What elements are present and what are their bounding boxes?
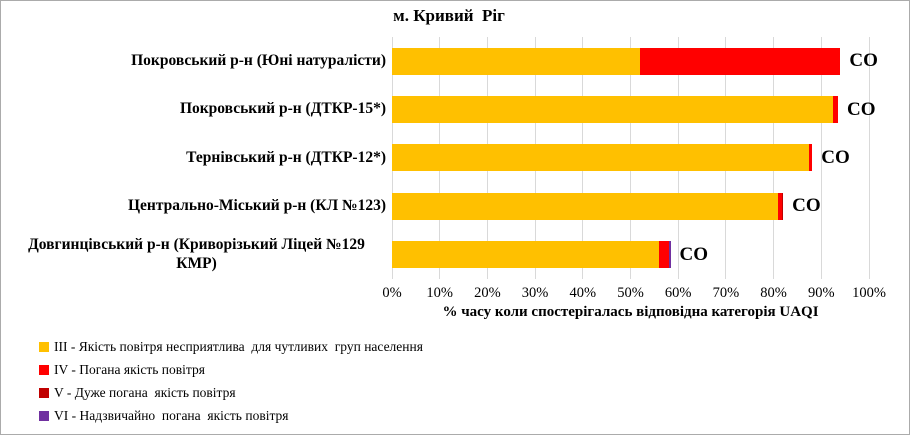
category-label: Довгинцівський р-н (Криворізький Ліцей №… (7, 231, 386, 279)
x-tick-label: 70% (712, 285, 740, 301)
category-label: Тернівський р-н (ДТКР-12*) (7, 134, 386, 182)
bar-segment-III (392, 241, 660, 269)
legend-swatch-V (39, 387, 49, 398)
legend-swatch-III (39, 341, 49, 352)
legend-label: III - Якість повітря несприятлива для чу… (54, 338, 423, 354)
category-label: Покровський р-н (Юні натуралісти) (7, 37, 386, 85)
legend-label: VI - Надзвичайно погана якість повітря (54, 407, 289, 423)
bar-segment-VI (668, 241, 671, 269)
x-tick-label: 50% (617, 285, 644, 301)
legend-item-VI: VI - Надзвичайно погана якість повітря (39, 407, 423, 424)
bar-segment-IV (778, 192, 782, 220)
bar-segment-IV (833, 96, 838, 124)
bar-segment-IV (659, 241, 669, 269)
legend-item-IV: IV - Погана якість повітря (39, 361, 423, 378)
bar-row: СО (392, 182, 869, 230)
bar-segment-V (781, 192, 784, 220)
bar-segment-III (392, 192, 779, 220)
bar-end-label: СО (821, 146, 850, 168)
category-axis: Покровський р-н (Юні натуралісти) Покровс… (7, 37, 386, 279)
bar-segment-III (392, 96, 834, 124)
category-label-text: Центрально-Міський р-н (КЛ №123) (128, 196, 386, 214)
x-tick-label: 90% (808, 285, 835, 301)
x-axis-title: % часу коли спостерігалась відповідна ка… (442, 304, 819, 320)
bar-end-label: СО (679, 243, 709, 265)
bar-row: СО (392, 231, 869, 279)
category-label-text: Довгинцівський р-н (Криворізький Ліцей №… (28, 235, 365, 272)
legend-item-III: III - Якість повітря несприятлива для чу… (39, 338, 423, 355)
bar-segment-III (392, 144, 810, 172)
chart-title: м. Кривий Ріг (393, 6, 505, 25)
bar-row: СО (392, 134, 869, 182)
plot-area: СО СО СО СО СО (391, 37, 878, 279)
category-label-text: Покровський р-н (ДТКР-15*) (179, 100, 386, 118)
legend: III - Якість повітря несприятлива для чу… (39, 338, 423, 424)
category-label-text: Тернівський р-н (ДТКР-12*) (186, 148, 386, 166)
x-tick-label: 100% (852, 285, 886, 301)
category-label: Покровський р-н (ДТКР-15*) (7, 85, 386, 133)
x-tick-label: 30% (521, 285, 549, 301)
legend-item-V: V - Дуже погана якість повітря (39, 384, 423, 401)
category-label: Центрально-Міський р-н (КЛ №123) (7, 182, 386, 230)
bar-segment-IV (809, 144, 813, 172)
bar-row: СО (392, 85, 875, 133)
legend-label: IV - Погана якість повітря (54, 361, 205, 377)
x-tick-label: 60% (664, 285, 692, 301)
legend-swatch-IV (39, 364, 49, 375)
legend-swatch-VI (39, 410, 49, 421)
gridline (868, 37, 870, 279)
legend-label: V - Дуже погана якість повітря (54, 384, 236, 400)
bar-end-label: СО (792, 195, 821, 217)
x-tick-label: 10% (426, 285, 453, 301)
bar-segment-IV (640, 47, 841, 75)
x-tick-label: 0% (382, 285, 402, 301)
bar-end-label: СО (846, 98, 876, 120)
x-tick-label: 20% (474, 285, 501, 301)
bar-segment-III (392, 47, 641, 75)
x-tick-label: 40% (569, 285, 597, 301)
x-axis-ticks: 0% 10% 20% 30% 40% 50% 60% 70% 80% 90% 100% (382, 285, 886, 303)
bar-row: СО (392, 37, 878, 85)
gridline (820, 37, 822, 279)
x-tick-label: 80% (760, 285, 787, 301)
category-label-text: Покровський р-н (Юні натуралісти) (131, 51, 386, 69)
bar-end-label: СО (849, 50, 878, 72)
